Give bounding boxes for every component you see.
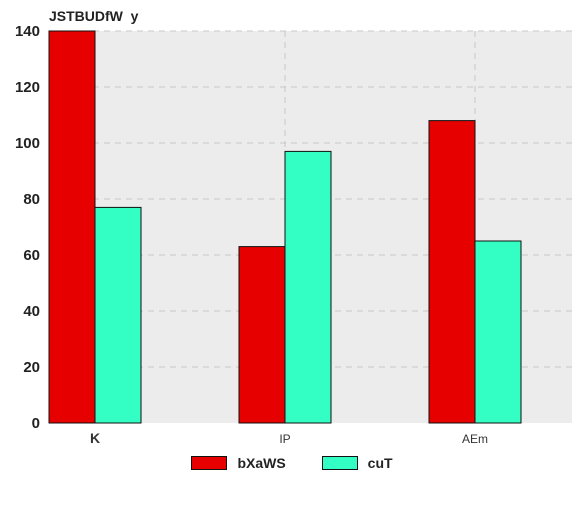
legend-swatch (191, 456, 228, 470)
bars (48, 30, 522, 424)
x-tick-label: AEm (462, 432, 488, 446)
y-tick-label: 120 (15, 79, 40, 96)
bar-cuT-K (94, 206, 142, 424)
y-tick-label: 100 (15, 135, 40, 152)
x-tick-label: K (90, 430, 100, 446)
legend-item: bXaWS (191, 455, 286, 471)
bar-cuT-IP (284, 150, 332, 424)
y-tick-label: 40 (23, 303, 40, 320)
bar-bXaWS-IP (238, 246, 286, 424)
y-tick-label: 0 (32, 415, 40, 432)
legend-swatch (321, 456, 358, 470)
x-tick-labels: K IP AEm (90, 430, 488, 446)
y-tick-label: 140 (15, 23, 40, 40)
y-tick-label: 20 (23, 359, 40, 376)
chart-title: JSTBUDfW y (49, 8, 139, 24)
bar-bXaWS-K (48, 30, 96, 424)
legend-item: cuT (321, 455, 393, 471)
legend-label: cuT (367, 455, 393, 471)
y-tick-labels: 0 20 40 60 80 100 120 140 (15, 23, 40, 432)
bar-bXaWS-AEm (428, 120, 476, 424)
bar-chart: 0 20 40 60 80 100 120 140 K IP AEm (15, 23, 572, 446)
x-tick-label: IP (279, 432, 290, 446)
y-tick-label: 80 (23, 191, 40, 208)
y-tick-label: 60 (23, 247, 40, 264)
legend: bXaWS cuT (0, 455, 584, 471)
bar-cuT-AEm (474, 240, 522, 424)
legend-label: bXaWS (237, 455, 286, 471)
